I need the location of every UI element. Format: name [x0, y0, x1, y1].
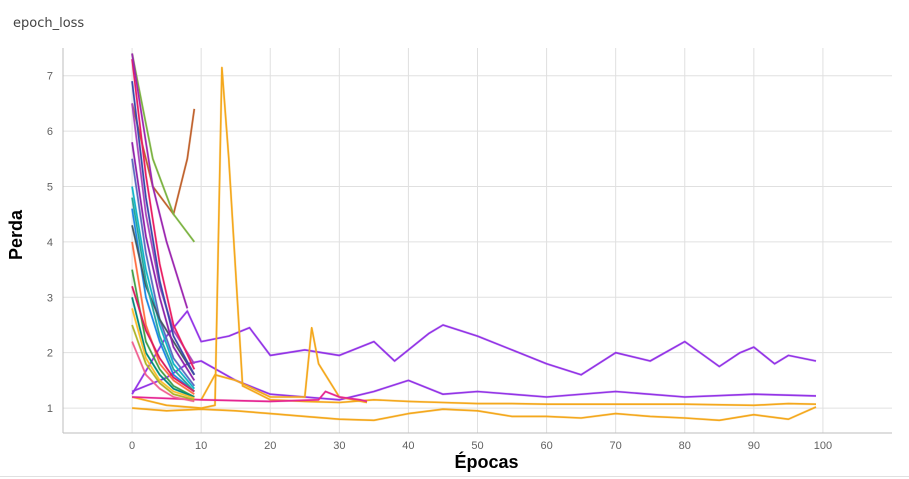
series-line-24: [131, 53, 189, 309]
series-halo-3: [132, 405, 817, 422]
series-line-19: [131, 197, 195, 393]
y-tick-label: 4: [47, 237, 53, 249]
series-line-3: [132, 406, 817, 422]
x-tick-label: 40: [402, 440, 414, 452]
series-line-10: [131, 241, 195, 395]
series-line-7: [131, 53, 195, 243]
x-tick-label: 30: [333, 440, 345, 452]
series-line-2: [131, 66, 817, 409]
card-divider: [0, 476, 909, 477]
series-line-16: [131, 225, 195, 376]
x-tick-label: 0: [129, 440, 135, 452]
x-tick-label: 100: [814, 440, 832, 452]
x-tick-label: 10: [195, 440, 207, 452]
y-tick-label: 2: [47, 348, 53, 360]
series-line-4: [200, 326, 368, 404]
series-line-23: [131, 341, 195, 403]
card-title: epoch_loss: [13, 16, 85, 31]
series-line-5: [132, 390, 368, 403]
chart-axes: [62, 48, 892, 434]
series-line-21: [131, 324, 195, 401]
x-axis-label-wrap: Épocas: [0, 452, 909, 473]
x-tick-label: 20: [264, 440, 276, 452]
x-tick-label: 60: [540, 440, 552, 452]
x-tick-label: 90: [748, 440, 760, 452]
series-line-9: [131, 186, 195, 390]
series-halo-4: [200, 327, 368, 404]
x-tick-label: 70: [610, 440, 622, 452]
y-axis-label: Perda: [6, 209, 26, 260]
series-line-17: [131, 59, 196, 370]
series-line-0: [131, 310, 817, 395]
y-tick-label: 3: [47, 292, 53, 304]
series-halo-2: [131, 67, 817, 410]
chart-series: [130, 53, 817, 422]
y-tick-label: 7: [47, 71, 53, 83]
series-line-14: [131, 297, 195, 398]
series-line-1: [131, 360, 817, 401]
y-tick-label: 6: [47, 126, 53, 138]
y-tick-label: 1: [47, 403, 53, 415]
y-tick-label: 5: [47, 181, 53, 193]
series-line-18: [131, 142, 195, 381]
series-line-15: [131, 308, 195, 399]
series-line-20: [131, 285, 195, 393]
series-line-22: [131, 81, 196, 376]
x-tick-label: 50: [471, 440, 483, 452]
x-tick-label: 80: [679, 440, 691, 452]
x-axis-label: Épocas: [454, 452, 519, 472]
